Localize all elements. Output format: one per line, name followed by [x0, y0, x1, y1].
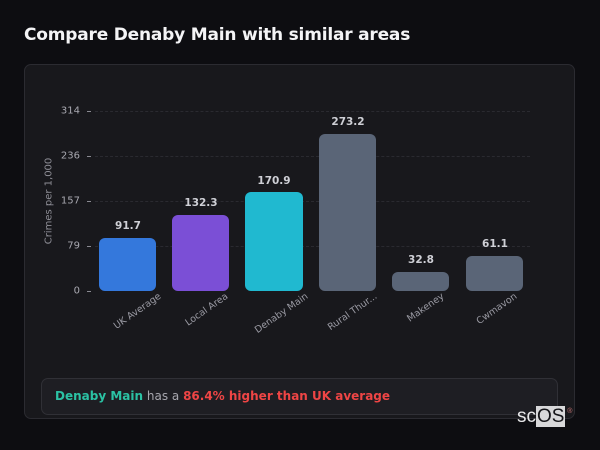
bar-local-area[interactable] — [172, 215, 229, 291]
y-tick-label: 79 — [67, 240, 80, 252]
brand-logo: scOS ® — [517, 406, 572, 427]
summary-area-name: Denaby Main — [55, 389, 144, 403]
y-tick-mark — [87, 201, 91, 202]
x-tick-label: Cwmavon — [474, 291, 520, 327]
gridline — [95, 246, 530, 247]
bar-rural-thur[interactable] — [319, 134, 376, 291]
bar-value-label: 132.3 — [184, 197, 218, 209]
y-tick-label: 236 — [60, 150, 80, 162]
y-tick-label: 157 — [60, 195, 80, 207]
y-tick-mark — [87, 246, 91, 247]
bar-cwmavon[interactable] — [466, 256, 523, 291]
x-tick-label: Makeney — [405, 291, 447, 325]
bar-denaby-main[interactable] — [245, 192, 303, 291]
x-tick-label: UK Average — [111, 291, 164, 332]
bar-value-label: 32.8 — [408, 254, 434, 266]
gridline — [95, 111, 530, 112]
page-title: Compare Denaby Main with similar areas — [24, 25, 411, 45]
gridline — [95, 156, 530, 157]
bar-value-label: 170.9 — [257, 175, 291, 187]
logo-prefix: sc — [517, 406, 536, 427]
y-tick-mark — [87, 156, 91, 157]
bar-makeney[interactable] — [392, 272, 449, 291]
logo-suffix: OS — [536, 406, 566, 427]
bar-value-label: 91.7 — [115, 220, 141, 232]
y-tick-mark — [87, 291, 91, 292]
x-tick-label: Denaby Main — [252, 291, 311, 336]
y-tick-label: 314 — [60, 105, 80, 117]
y-tick-label: 0 — [73, 285, 80, 297]
summary-comparison: 86.4% higher than UK average — [183, 389, 391, 403]
x-tick-label: Local Area — [183, 291, 231, 329]
y-tick-mark — [87, 111, 91, 112]
gridline — [95, 201, 530, 202]
x-tick-label: Rural Thur... — [325, 291, 380, 334]
bar-value-label: 273.2 — [331, 116, 365, 128]
summary-connector: has a — [146, 389, 180, 403]
bar-value-label: 61.1 — [482, 238, 508, 250]
registered-mark-icon: ® — [567, 408, 573, 415]
comparison-summary: Denaby Main has a 86.4% higher than UK a… — [41, 378, 558, 415]
bar-uk-average[interactable] — [99, 238, 156, 291]
